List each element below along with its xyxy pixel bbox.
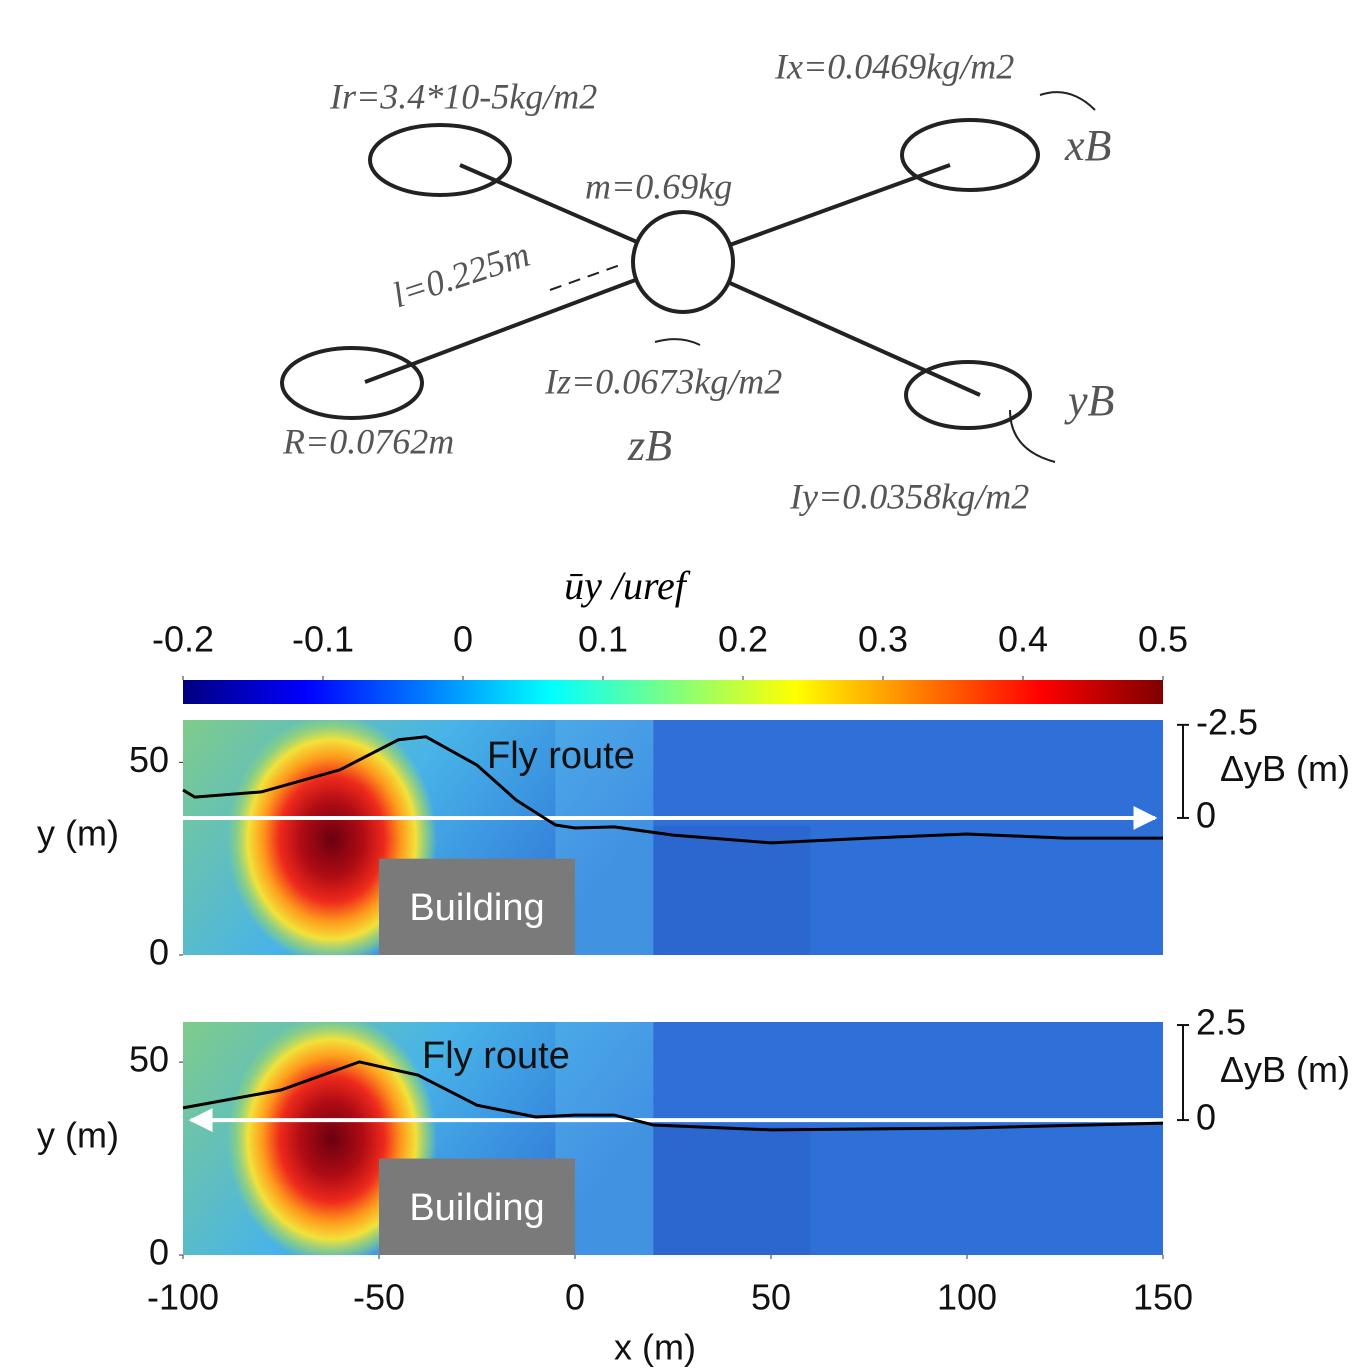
x-tick-label: 50 bbox=[751, 1277, 791, 1318]
route-label: Fly route bbox=[487, 735, 635, 777]
velocity-field bbox=[183, 720, 1163, 955]
inertia-label: Iz=0.0673kg/m2 bbox=[544, 361, 782, 401]
y2-tick-label: -2.5 bbox=[1196, 701, 1258, 742]
building bbox=[379, 1158, 575, 1255]
x-axis-label: x (m) bbox=[614, 1327, 696, 1368]
y2-tick-label: 0 bbox=[1196, 1097, 1216, 1138]
y-tick-label: 50 bbox=[129, 1039, 169, 1080]
y2-tick-label: 2.5 bbox=[1196, 1002, 1246, 1043]
colorbar-tick-label: 0.1 bbox=[578, 619, 628, 660]
colorbar-tick-label: 0.2 bbox=[718, 619, 768, 660]
x-tick-label: 0 bbox=[565, 1277, 585, 1318]
inertia-label: Ix=0.0469kg/m2 bbox=[774, 46, 1014, 86]
y-axis-label: y (m) bbox=[37, 812, 119, 853]
x-tick-label: 100 bbox=[937, 1277, 997, 1318]
y-tick-label: 50 bbox=[129, 739, 169, 780]
colorbar-tick-label: 0 bbox=[453, 619, 473, 660]
radius-label: R=0.0762m bbox=[282, 421, 454, 461]
fly-route bbox=[182, 1060, 1164, 1132]
axis-label: xB bbox=[1064, 121, 1111, 170]
x-tick-label: -50 bbox=[353, 1277, 405, 1318]
inertia-label: Iy=0.0358kg/m2 bbox=[789, 476, 1029, 516]
fly-route bbox=[182, 735, 1163, 845]
mass-label: m=0.69kg bbox=[585, 166, 732, 206]
colorbar-tick-label: 0.5 bbox=[1138, 619, 1188, 660]
field-wake bbox=[653, 1126, 811, 1255]
colorbar-tick-label: -0.2 bbox=[152, 619, 214, 660]
quadrotor-diagram bbox=[280, 91, 1096, 463]
x-tick-label: 150 bbox=[1133, 1277, 1193, 1318]
x-tick-label: -100 bbox=[147, 1277, 219, 1318]
colorbar bbox=[183, 680, 1163, 704]
y2-axis-label: ΔyB (m) bbox=[1220, 1049, 1350, 1090]
route-label: Fly route bbox=[422, 1035, 570, 1077]
colorbar-tick-label: 0.4 bbox=[998, 619, 1048, 660]
y-tick-label: 0 bbox=[149, 1232, 169, 1273]
colorbar-tick-label: 0.3 bbox=[858, 619, 908, 660]
y2-tick-label: 0 bbox=[1196, 794, 1216, 835]
building-label: Building bbox=[409, 887, 544, 929]
y-tick-label: 0 bbox=[149, 932, 169, 973]
arm-label: l=0.225m bbox=[388, 234, 535, 316]
y-axis-label: y (m) bbox=[37, 1115, 119, 1156]
building-label: Building bbox=[409, 1187, 544, 1229]
building bbox=[379, 858, 575, 955]
y2-axis-label: ΔyB (m) bbox=[1220, 748, 1350, 789]
velocity-field bbox=[183, 1022, 1163, 1255]
axis-label: yB bbox=[1064, 376, 1114, 425]
field-wake bbox=[653, 825, 811, 955]
colorbar-tick-label: -0.1 bbox=[292, 619, 354, 660]
inertia-label: Ir=3.4*10-5kg/m2 bbox=[329, 76, 597, 116]
colorbar-label: ūy /uref bbox=[564, 563, 691, 608]
axis-label: zB bbox=[627, 421, 672, 470]
